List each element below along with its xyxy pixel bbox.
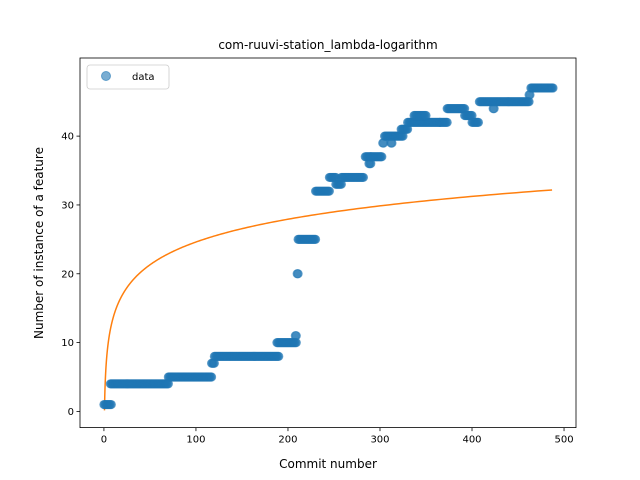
data-point xyxy=(358,172,369,183)
data-point xyxy=(324,186,334,196)
plot-frame xyxy=(79,57,577,429)
y-tick-label: 0 xyxy=(68,407,74,418)
legend-box xyxy=(86,64,170,90)
fit-line xyxy=(103,189,553,411)
x-axis-label: Commit number xyxy=(279,457,377,471)
chart-title: com-ruuvi-station_lambda-logarithm xyxy=(218,38,437,52)
x-tick-label: 400 xyxy=(462,435,481,446)
data-point xyxy=(377,152,387,162)
data-point xyxy=(206,372,217,382)
data-point xyxy=(548,83,558,93)
y-tick-label: 40 xyxy=(61,132,74,143)
data-point xyxy=(274,351,284,361)
data-point xyxy=(489,103,499,114)
fit-line-layer xyxy=(103,189,553,411)
data-point xyxy=(106,399,116,410)
y-tick-label: 10 xyxy=(61,338,74,349)
x-tick-label: 100 xyxy=(186,435,205,446)
legend-marker-data xyxy=(101,71,111,81)
legend: data xyxy=(86,64,170,90)
y-axis: 0 10 20 30 40 xyxy=(61,132,80,418)
data-point xyxy=(442,117,452,127)
data-point xyxy=(473,117,484,127)
x-tick-label: 200 xyxy=(278,435,297,446)
data-point xyxy=(387,138,397,148)
scatter-points-layer xyxy=(99,83,558,410)
legend-label-data: data xyxy=(132,72,155,83)
data-point xyxy=(310,234,321,244)
data-point xyxy=(293,269,303,279)
data-point xyxy=(421,110,431,121)
x-tick-label: 300 xyxy=(370,435,389,446)
data-point xyxy=(291,331,301,341)
y-tick-label: 30 xyxy=(61,200,74,211)
y-tick-label: 20 xyxy=(61,269,74,280)
x-tick-label: 500 xyxy=(554,435,573,446)
y-axis-label: Number of instance of a feature xyxy=(32,147,46,339)
x-axis: 0 100 200 300 400 500 xyxy=(101,427,574,446)
x-tick-label: 0 xyxy=(101,435,107,446)
